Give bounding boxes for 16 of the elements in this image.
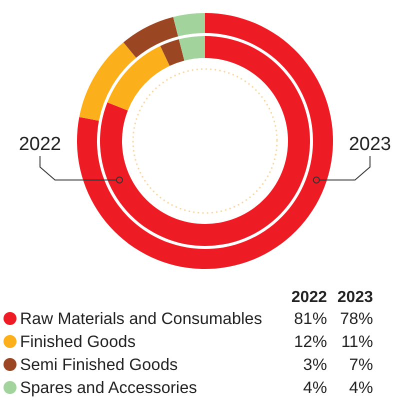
text: 2022 bbox=[291, 289, 327, 306]
data-label: 78% bbox=[340, 310, 374, 328]
legend-label: Semi Finished Goods bbox=[20, 356, 178, 374]
legend-label: Raw Materials and Consumables bbox=[20, 310, 262, 328]
data-label: 81% bbox=[294, 310, 328, 328]
legend-label: Spares and Accessories bbox=[20, 379, 198, 397]
text: 2023 bbox=[337, 289, 373, 306]
slice-label: 2023 bbox=[348, 134, 392, 155]
data-label: 3% bbox=[303, 356, 328, 374]
slice-label: 2022 bbox=[18, 134, 62, 155]
data-label: 4% bbox=[303, 379, 328, 397]
data-label: 11% bbox=[341, 333, 374, 351]
legend-label: Finished Goods bbox=[20, 333, 136, 351]
data-label: 4% bbox=[349, 379, 374, 397]
data-label: 7% bbox=[349, 356, 374, 374]
data-label: 12% bbox=[294, 333, 328, 351]
